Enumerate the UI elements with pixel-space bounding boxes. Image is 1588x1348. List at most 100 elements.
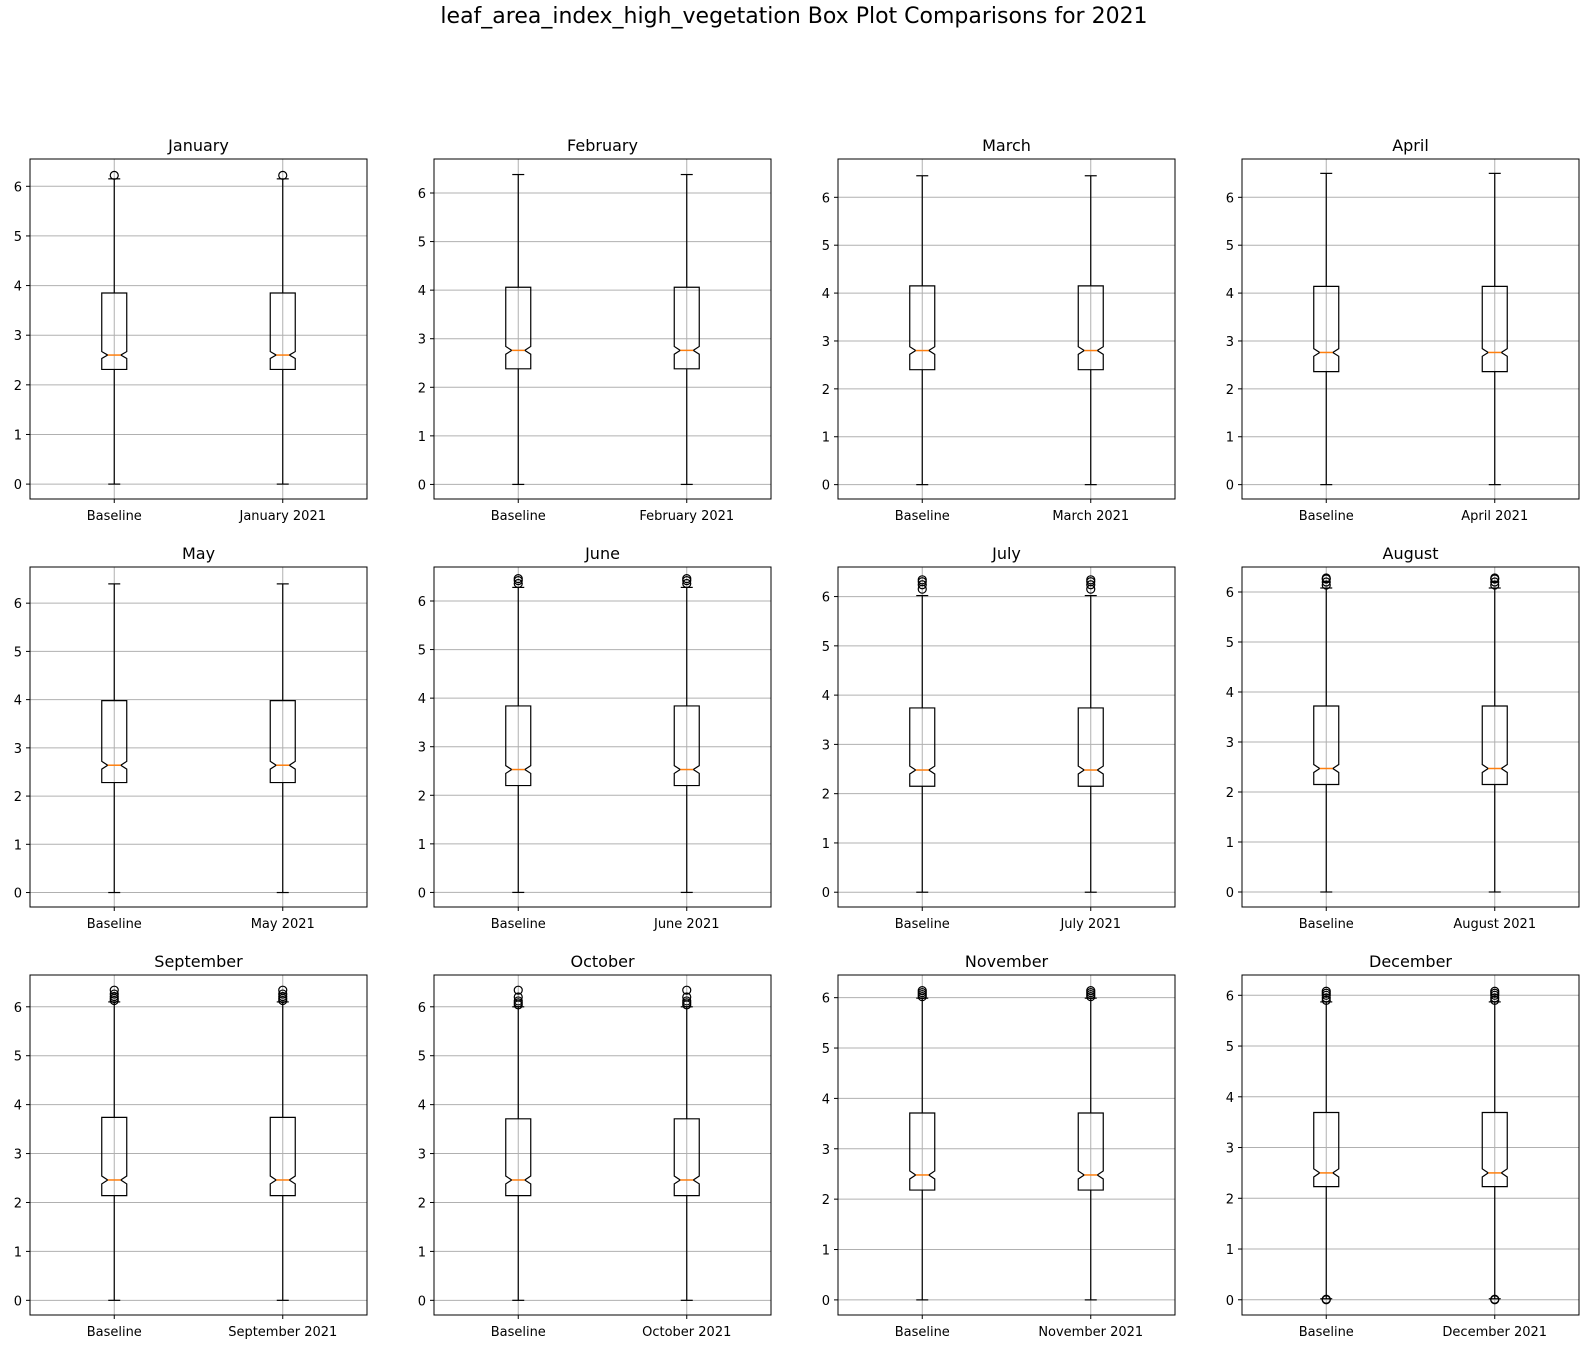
x-tick-label: Baseline [895,917,950,932]
outlier-point [917,580,927,590]
outlier-point [109,170,119,180]
y-tick-label: 0 [1226,886,1234,901]
outlier-point [1321,986,1331,996]
x-tick-label: July 2021 [1059,917,1121,932]
outlier-point [1490,1294,1500,1304]
box-body [1313,285,1340,373]
axes-frame [837,974,1176,1316]
y-tick-label: 0 [822,479,830,494]
y-tick-label: 1 [822,431,830,446]
y-tick-label: 1 [418,1245,426,1260]
subplot-title: January [167,136,229,155]
box-body [269,1116,296,1197]
outlier-point [917,986,927,996]
outlier-point [1321,995,1331,1005]
subplot-title: July [991,544,1021,563]
box-baseline [101,583,128,894]
subplot-title: April [1392,136,1429,155]
box-comparison [673,574,700,894]
box-baseline [909,986,936,1301]
y-tick-label: 4 [1226,1091,1234,1106]
x-tick-label: June 2021 [653,917,720,932]
y-tick-label: 5 [1226,1040,1234,1055]
box-body [505,1118,532,1197]
box-body [1313,705,1340,786]
y-tick-label: 6 [1226,191,1234,206]
axes-frame [433,566,772,908]
y-tick-label: 6 [1226,586,1234,601]
x-tick-label: February 2021 [639,509,734,524]
x-tick-label: November 2021 [1038,1325,1143,1340]
y-tick-label: 0 [822,1294,830,1309]
subplot-february: 0 1 2 3 4 5 6 Baseline February 2021 February [418,136,772,524]
x-tick-label: October 2021 [642,1325,731,1340]
subplot-june: 0 1 2 3 4 5 6 Baseline June 2021 June [418,544,772,932]
subplot-march: 0 1 2 3 4 5 6 Baseline March 2021 March [822,136,1176,524]
y-tick-label: 0 [1226,1294,1234,1309]
subplot-october: 0 1 2 3 4 5 6 Baseline October 2021 October [418,952,772,1340]
subplot-title: September [154,952,243,971]
box-baseline [101,985,128,1301]
box-body [1077,285,1104,371]
axes-frame [29,158,368,500]
y-tick-label: 3 [418,741,426,756]
axes-frame [837,566,1176,908]
box-comparison [269,985,296,1301]
y-tick-label: 3 [14,1148,22,1163]
subplot-title: August [1383,544,1439,563]
y-tick-label: 4 [822,287,830,302]
axes-frame [1241,158,1580,500]
box-body [1077,707,1104,787]
y-tick-label: 6 [1226,989,1234,1004]
outlier-point [278,989,288,999]
y-tick-label: 2 [1226,1192,1234,1207]
subplot-title: December [1369,952,1452,971]
y-tick-label: 4 [822,1092,830,1107]
x-tick-label: January 2021 [239,509,327,524]
y-tick-label: 3 [14,329,22,344]
box-comparison [1481,986,1508,1305]
x-tick-label: Baseline [1299,917,1354,932]
box-body [269,292,296,371]
y-tick-label: 0 [1226,479,1234,494]
outlier-point [1086,986,1096,996]
y-tick-label: 2 [14,379,22,394]
subplot-july: 0 1 2 3 4 5 6 Baseline July 2021 July [822,544,1176,932]
y-tick-label: 2 [1226,786,1234,801]
y-tick-label: 5 [822,1042,830,1057]
outlier-point [917,584,927,594]
box-body [1481,705,1508,786]
subplot-november: 0 1 2 3 4 5 6 Baseline November 2021 November [822,952,1176,1340]
y-tick-label: 2 [418,1196,426,1211]
box-baseline [505,173,532,486]
outlier-point [1490,577,1500,587]
subplot-title: March [982,136,1031,155]
y-tick-label: 1 [822,837,830,852]
y-tick-label: 6 [14,180,22,195]
y-tick-label: 5 [14,645,22,660]
box-baseline [505,574,532,894]
y-tick-label: 5 [418,644,426,659]
y-tick-label: 6 [418,1001,426,1016]
outlier-point [278,170,288,180]
box-baseline [909,175,936,486]
y-tick-label: 3 [822,1143,830,1158]
box-body [1313,1111,1340,1188]
box-body [909,1112,936,1191]
y-tick-label: 3 [418,333,426,348]
box-body [101,1116,128,1197]
outlier-point [1490,995,1500,1005]
box-body [505,705,532,787]
y-tick-label: 0 [14,478,22,493]
axes-frame [837,158,1176,500]
y-tick-label: 1 [14,428,22,443]
box-baseline [505,985,532,1301]
x-tick-label: April 2021 [1461,509,1528,524]
y-tick-label: 1 [1226,836,1234,851]
y-tick-label: 2 [822,1193,830,1208]
subplot-december: 0 1 2 3 4 5 6 Baseline December 2021 December [1226,952,1580,1340]
y-tick-label: 2 [822,788,830,803]
axes-frame [29,974,368,1316]
y-tick-label: 1 [822,1244,830,1259]
box-baseline [1313,172,1340,486]
